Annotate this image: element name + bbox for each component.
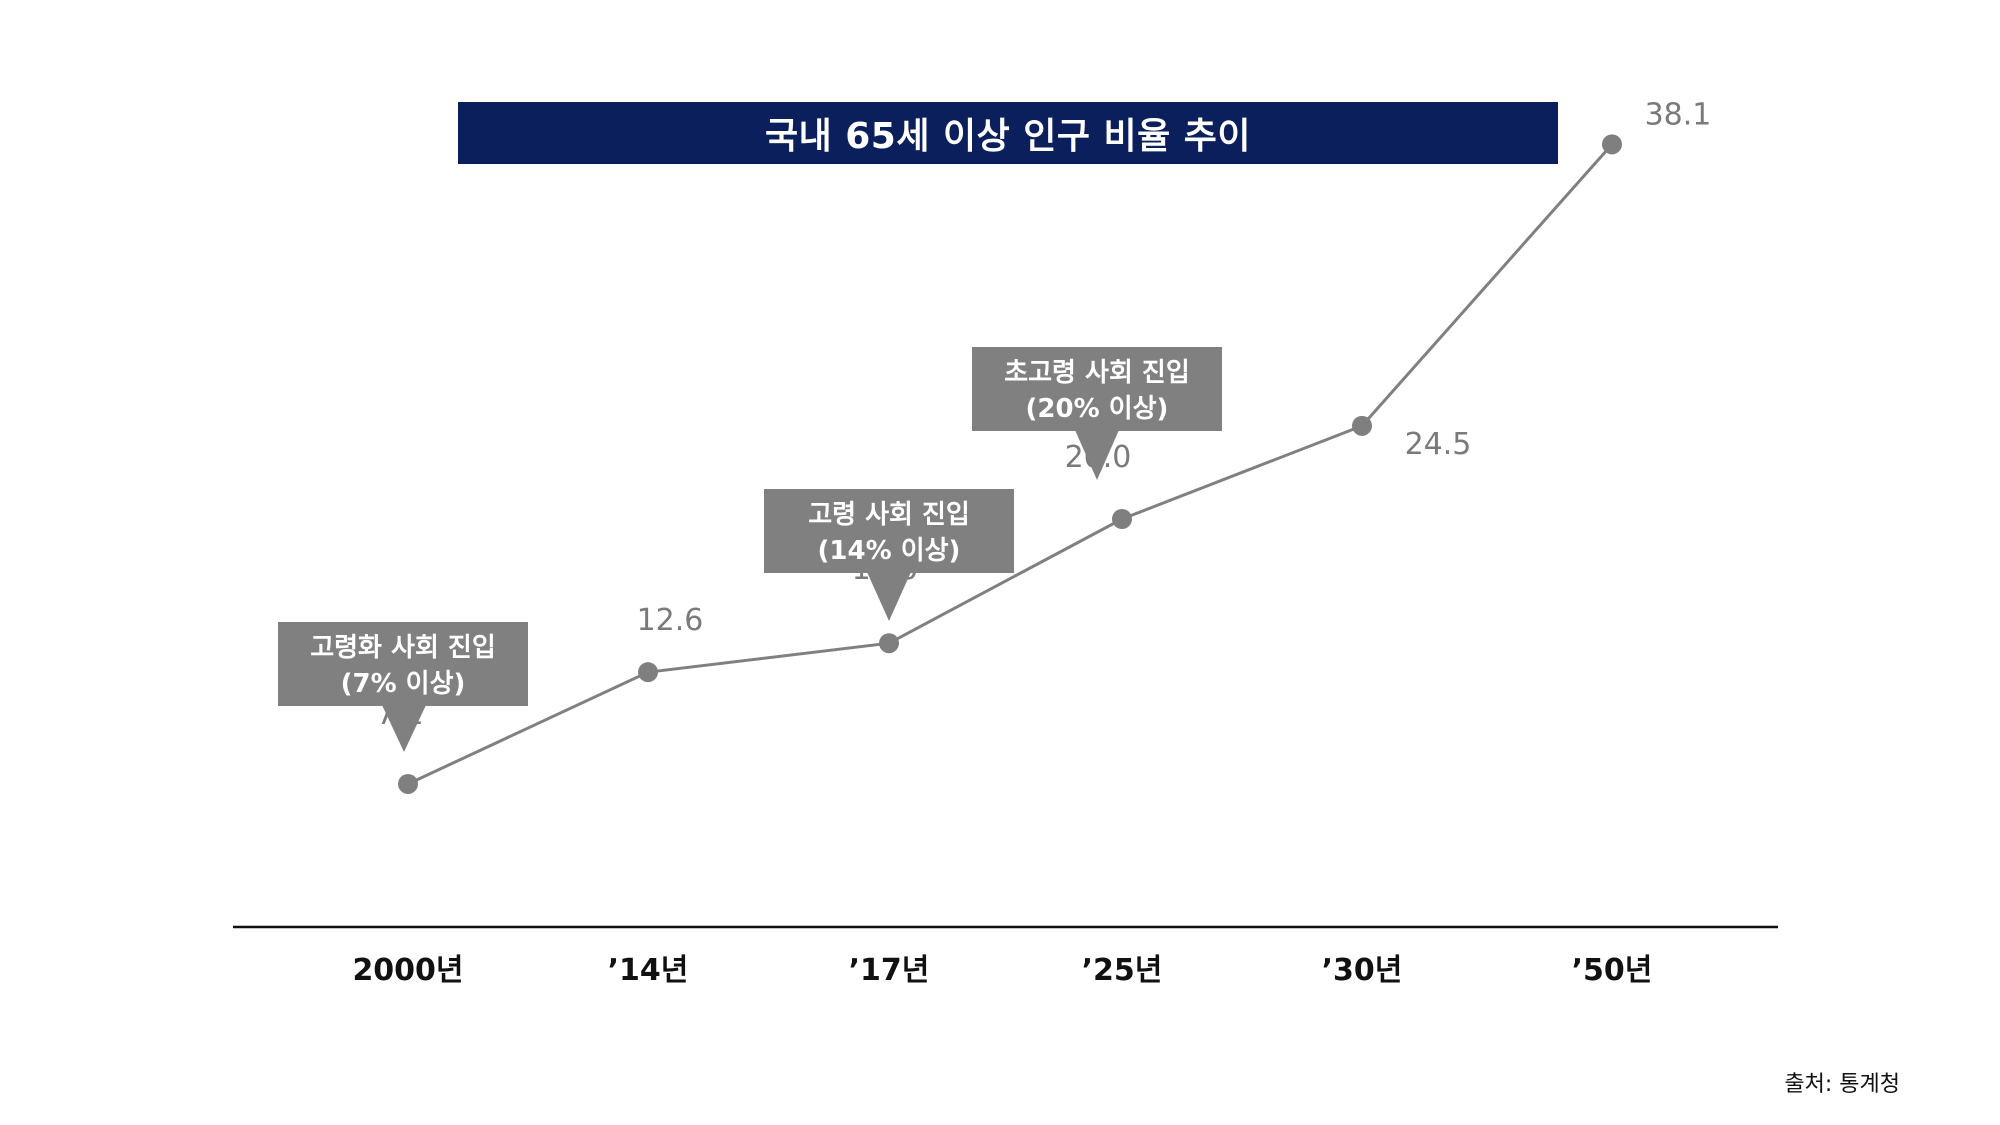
callout-box-2	[972, 347, 1222, 431]
callout-text-line1-0: 고령화 사회 진입	[310, 633, 496, 663]
x-tick-label-0: 2000년	[352, 953, 463, 988]
x-tick-label-5: ’50년	[1572, 953, 1653, 988]
callout-pointer-0	[382, 705, 426, 752]
chart-title: 국내 65세 이상 인구 비율 추이	[458, 102, 1558, 164]
x-tick-label-3: ’25년	[1082, 953, 1163, 988]
data-point-3	[1112, 509, 1132, 529]
callout-text-line2-1: (14% 이상)	[818, 536, 961, 566]
data-point-5	[1602, 134, 1622, 155]
callout-text-line1-1: 고령 사회 진입	[808, 500, 970, 530]
data-point-4	[1352, 415, 1372, 436]
data-point-1	[638, 662, 658, 683]
data-label-5: 38.1	[1645, 97, 1712, 132]
x-tick-label-1: ’14년	[608, 953, 689, 988]
series-line	[407, 143, 1614, 786]
callout-box-0	[278, 622, 528, 706]
callout-text-line1-2: 초고령 사회 진입	[1004, 358, 1190, 388]
x-tick-label-2: ’17년	[849, 953, 930, 988]
callout-text-line2-2: (20% 이상)	[1026, 394, 1169, 424]
data-point-2	[879, 633, 899, 654]
callout-pointer-2	[1075, 430, 1119, 480]
callout-text-line2-0: (7% 이상)	[341, 669, 466, 699]
x-tick-label-4: ’30년	[1322, 953, 1403, 988]
data-point-0	[398, 773, 418, 794]
data-label-4: 24.5	[1405, 427, 1472, 462]
source-note: 출처: 통계청	[1784, 1072, 1900, 1097]
callout-box-1	[764, 489, 1014, 573]
data-label-1: 12.6	[637, 603, 704, 638]
callout-pointer-1	[867, 572, 911, 621]
